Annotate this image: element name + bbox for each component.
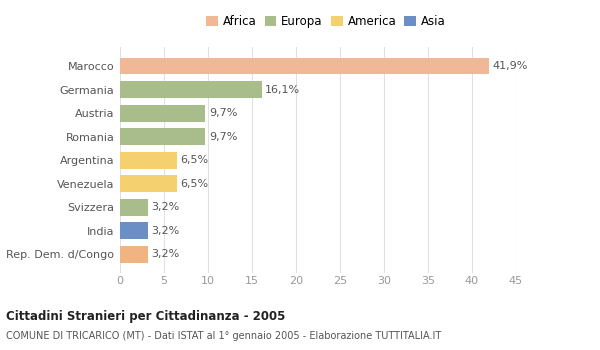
Text: 6,5%: 6,5% xyxy=(181,178,209,189)
Bar xyxy=(120,222,148,239)
Text: 3,2%: 3,2% xyxy=(152,249,180,259)
Legend: Africa, Europa, America, Asia: Africa, Europa, America, Asia xyxy=(204,13,448,30)
Bar xyxy=(120,152,177,169)
Bar xyxy=(120,57,489,75)
Bar xyxy=(120,81,262,98)
Text: COMUNE DI TRICARICO (MT) - Dati ISTAT al 1° gennaio 2005 - Elaborazione TUTTITAL: COMUNE DI TRICARICO (MT) - Dati ISTAT al… xyxy=(6,331,441,341)
Text: 6,5%: 6,5% xyxy=(181,155,209,165)
Text: 16,1%: 16,1% xyxy=(265,84,301,94)
Text: 9,7%: 9,7% xyxy=(209,108,237,118)
Text: 9,7%: 9,7% xyxy=(209,132,237,142)
Text: 3,2%: 3,2% xyxy=(152,226,180,236)
Bar xyxy=(120,105,205,121)
Bar xyxy=(120,175,177,192)
Bar xyxy=(120,246,148,263)
Text: 3,2%: 3,2% xyxy=(152,202,180,212)
Text: 41,9%: 41,9% xyxy=(492,61,527,71)
Bar xyxy=(120,199,148,216)
Text: Cittadini Stranieri per Cittadinanza - 2005: Cittadini Stranieri per Cittadinanza - 2… xyxy=(6,310,286,323)
Bar xyxy=(120,128,205,145)
